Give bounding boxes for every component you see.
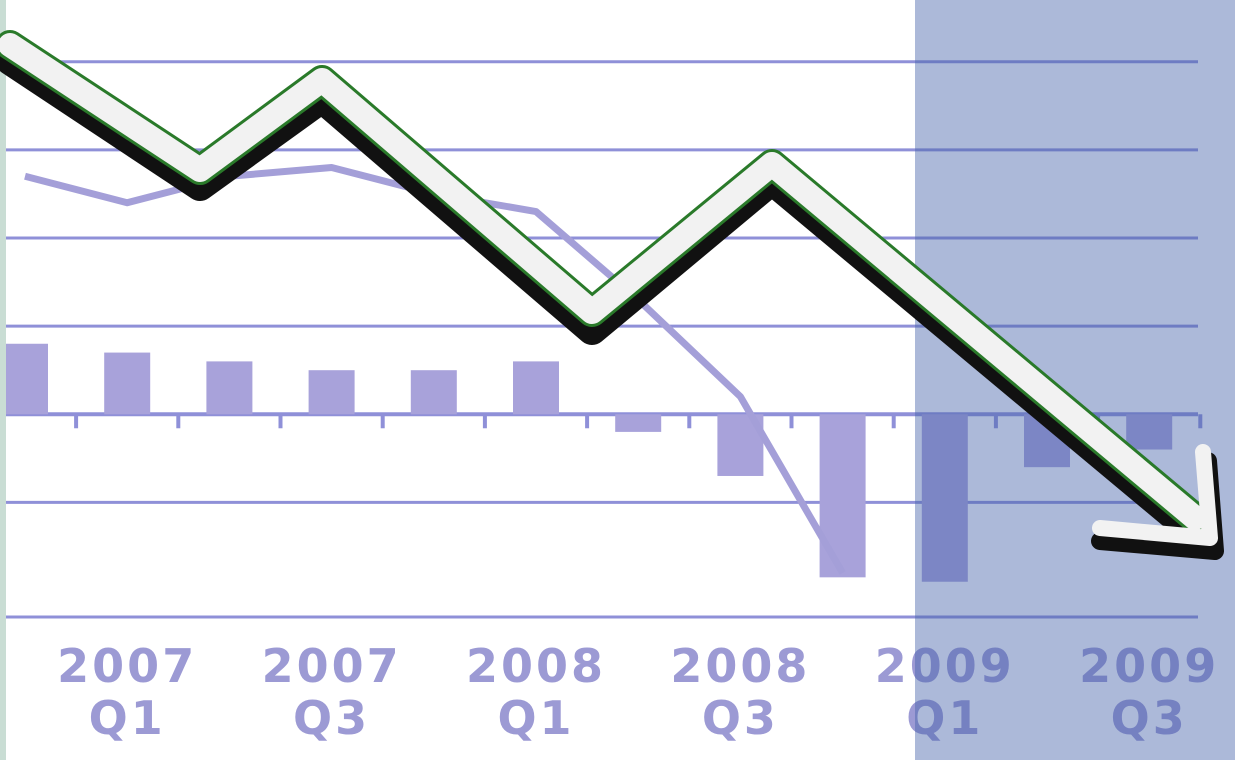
x-tick-label: 2009 Q3 xyxy=(1079,639,1220,745)
x-tick-label: 2008 Q3 xyxy=(670,639,811,745)
forecast-shading xyxy=(915,0,1235,760)
x-tick-label: 2009 Q1 xyxy=(874,639,1015,745)
arrow-body xyxy=(0,33,1207,530)
bar xyxy=(206,361,253,415)
bar xyxy=(615,414,662,432)
bar xyxy=(104,352,151,415)
bar xyxy=(921,414,968,582)
x-tick-label: 2008 Q1 xyxy=(465,639,607,745)
bar xyxy=(1126,414,1173,450)
left-edge xyxy=(0,0,6,760)
bar xyxy=(308,370,355,415)
x-tick-label: 2007 Q1 xyxy=(57,639,198,745)
bar xyxy=(2,343,48,415)
bar xyxy=(513,361,559,415)
x-tick-label: 2007 Q3 xyxy=(261,639,402,745)
arrow-head xyxy=(1092,444,1218,546)
arrow-outline xyxy=(0,30,1210,533)
bar xyxy=(410,370,457,415)
